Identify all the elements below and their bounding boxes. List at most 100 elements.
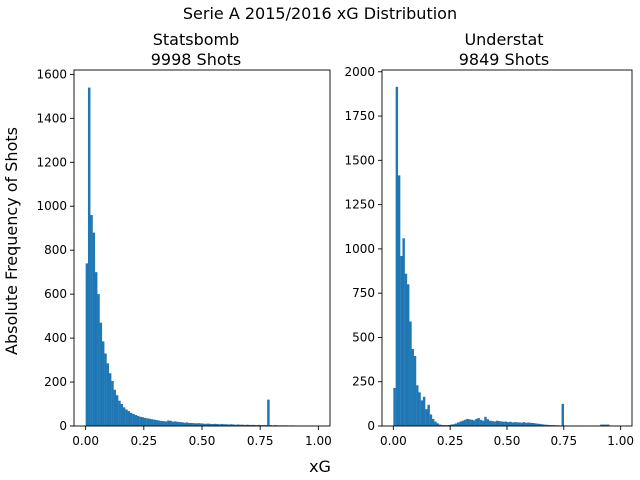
left-histogram-bar (162, 421, 165, 426)
right-histogram-bar (525, 422, 528, 426)
right-y-tick-label: 1500 (344, 153, 375, 167)
left-y-tick-label: 1200 (36, 155, 67, 169)
right-histogram-bar (607, 424, 610, 426)
right-histogram-bar (436, 423, 439, 426)
right-histogram-bar (422, 396, 426, 426)
left-histogram-bar (139, 416, 142, 426)
left-histogram-bar (146, 418, 149, 426)
left-histogram-bar (202, 423, 205, 426)
left-y-tick-label: 1600 (36, 67, 67, 81)
right-y-tick-label: 750 (352, 286, 375, 300)
left-histogram-bar (250, 424, 254, 426)
left-histogram-bar (164, 421, 168, 426)
left-histogram-bar (174, 421, 177, 426)
left-histogram-bar (87, 87, 91, 426)
left-y-tick-label: 200 (44, 375, 67, 389)
right-histogram-bar (411, 348, 414, 426)
left-histogram-bar (171, 421, 175, 426)
left-panel-title-shots: 9998 Shots (151, 50, 242, 69)
right-panel-title-shots: 9849 Shots (459, 50, 550, 69)
right-histogram-bar (438, 424, 442, 426)
left-histogram-bar (115, 395, 119, 426)
right-histogram-bar (482, 420, 485, 426)
left-histogram-bar (222, 424, 226, 426)
left-histogram-bar (108, 373, 112, 426)
left-histogram-bar (92, 232, 96, 426)
right-histogram-bar (536, 423, 539, 426)
left-histogram-bar (225, 424, 228, 426)
right-histogram-bar (484, 416, 487, 426)
left-histogram-bar (132, 413, 135, 426)
left-histogram-bar (178, 422, 182, 426)
right-histogram-bar (454, 423, 458, 426)
figure-suptitle: Serie A 2015/2016 xG Distribution (183, 4, 457, 23)
left-histogram-bar (197, 423, 200, 426)
right-histogram-bar (425, 409, 428, 426)
left-histogram-bar (141, 417, 144, 426)
left-histogram-bar (143, 417, 147, 426)
left-histogram-bar (176, 421, 179, 426)
left-histogram-bar (113, 389, 117, 426)
left-histogram-bar (118, 400, 121, 426)
left-histogram-bar (148, 418, 151, 426)
right-histogram-bar (450, 424, 453, 426)
left-histogram-bar (241, 424, 245, 426)
right-histogram-bar (452, 424, 455, 426)
right-histogram-bar (518, 422, 521, 426)
left-histogram-bar (239, 424, 242, 426)
left-histogram-bar (150, 419, 154, 426)
right-histogram-bar (486, 419, 489, 426)
left-x-tick-label: 0.25 (130, 434, 157, 448)
left-plot-area: 0.00 0.25 0.50 0.75 1.00 0 200 400 600 800 1000 120… (36, 67, 331, 448)
left-x-tick-label: 0.50 (189, 434, 216, 448)
right-histogram-bar (400, 255, 403, 426)
left-histogram-bar (129, 412, 133, 426)
right-histogram-bar (479, 419, 483, 426)
right-x-tick-label: 1.00 (607, 434, 634, 448)
left-histogram-bar (227, 424, 231, 426)
left-histogram-bar (192, 423, 196, 426)
right-histogram-bar (459, 421, 462, 426)
left-histogram-bar (248, 424, 252, 426)
left-histogram-bar (246, 424, 249, 426)
left-histogram-bar (101, 341, 105, 426)
left-histogram-bar (155, 420, 158, 426)
right-histogram-bar (468, 419, 471, 426)
right-panel-title-source: Understat (464, 30, 543, 49)
right-histogram-bar (520, 422, 524, 426)
right-plot-area: 0.00 0.25 0.50 0.75 1.00 0 250 500 750 1000 1250 15… (344, 65, 634, 448)
right-histogram-bar (393, 387, 396, 426)
left-histogram-bar (160, 420, 163, 426)
right-histogram-bar (432, 418, 435, 426)
figure-xlabel: xG (309, 457, 331, 476)
left-histogram-bar (167, 420, 170, 426)
right-x-tick-label: 0.50 (494, 434, 521, 448)
left-histogram-bar (229, 424, 233, 426)
right-histogram-bar (538, 423, 542, 426)
left-histogram-bar (199, 423, 203, 426)
left-histogram-bar (120, 404, 124, 426)
right-histogram-bar (500, 421, 503, 426)
right-histogram-bar (545, 424, 549, 426)
left-histogram-bar (190, 422, 193, 426)
left-histogram-bar (243, 424, 247, 426)
left-histogram-bar (85, 263, 89, 426)
right-histogram-bar (397, 175, 401, 426)
right-histogram-bar (513, 422, 517, 426)
right-histogram-bar (461, 420, 464, 426)
left-histogram-bar (122, 407, 126, 426)
left-y-tick-label: 600 (44, 287, 67, 301)
left-histogram-bar (236, 424, 240, 426)
right-histogram-bar (502, 421, 505, 426)
left-y-tick-label: 1400 (36, 111, 67, 125)
right-histogram-bar (413, 356, 417, 426)
left-histogram-bar (104, 353, 107, 426)
left-histogram-bar (106, 363, 110, 426)
left-histogram-bar (253, 424, 256, 426)
right-histogram-bar (418, 392, 421, 426)
left-y-tick-label: 1000 (36, 199, 67, 213)
right-histogram-bar (504, 421, 508, 426)
right-x-tick-label: 0.75 (550, 434, 577, 448)
right-histogram-bar (407, 284, 410, 426)
left-histogram-bar (183, 422, 186, 426)
